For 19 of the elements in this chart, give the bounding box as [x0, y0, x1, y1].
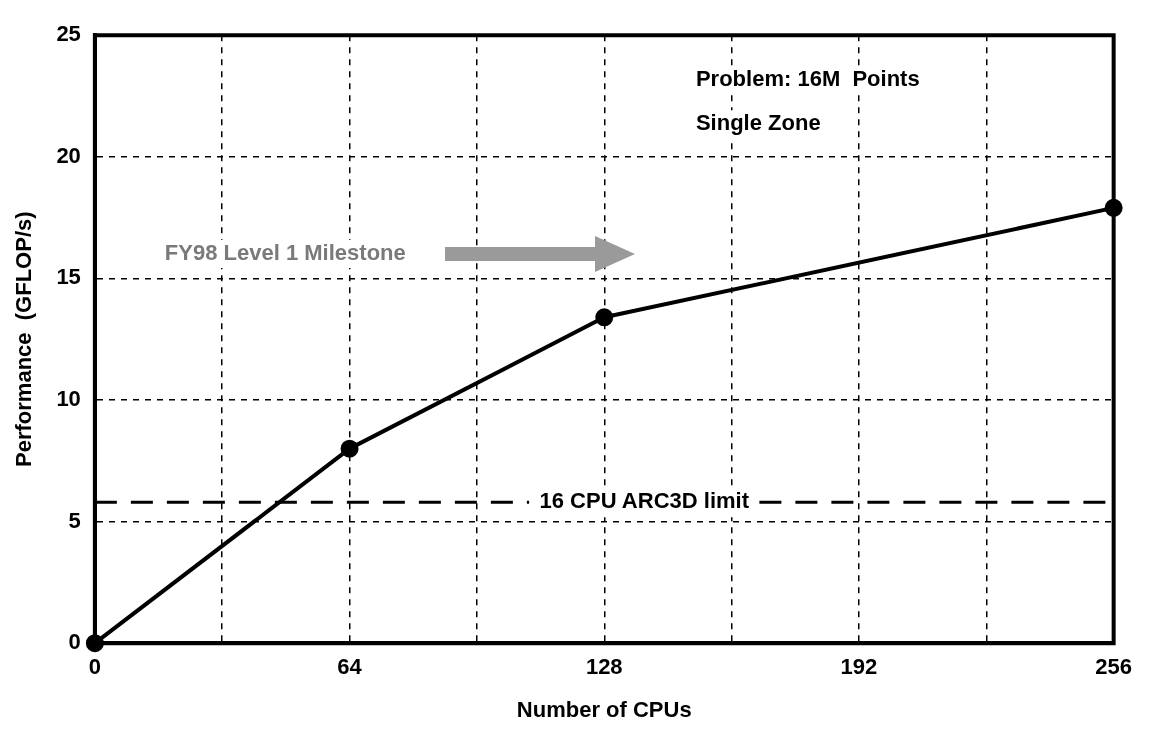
y-tick-label: 20 [56, 142, 81, 168]
annotation: FY98 Level 1 Milestone [164, 240, 406, 266]
ref-line-label: 16 CPU ARC3D limit [539, 488, 750, 514]
x-axis-title: Number of CPUs [516, 696, 692, 722]
x-tick-label: 128 [585, 654, 623, 680]
y-tick-label: 5 [68, 507, 81, 533]
y-tick-label: 10 [56, 386, 81, 412]
x-tick-label: 192 [840, 654, 878, 680]
point [595, 308, 614, 327]
y-tick-label: 0 [68, 629, 81, 655]
y-tick-label: 25 [56, 21, 81, 47]
y-axis-title: Performance (GFLOP/s) [11, 211, 37, 467]
annotation: Single Zone [695, 110, 821, 136]
x-tick-label: 0 [88, 654, 101, 680]
annotation: Problem: 16M Points [695, 66, 920, 92]
y-tick-label: 15 [56, 264, 81, 290]
x-tick-label: 64 [337, 654, 363, 680]
x-tick-label: 256 [1095, 654, 1133, 680]
point [340, 439, 359, 458]
